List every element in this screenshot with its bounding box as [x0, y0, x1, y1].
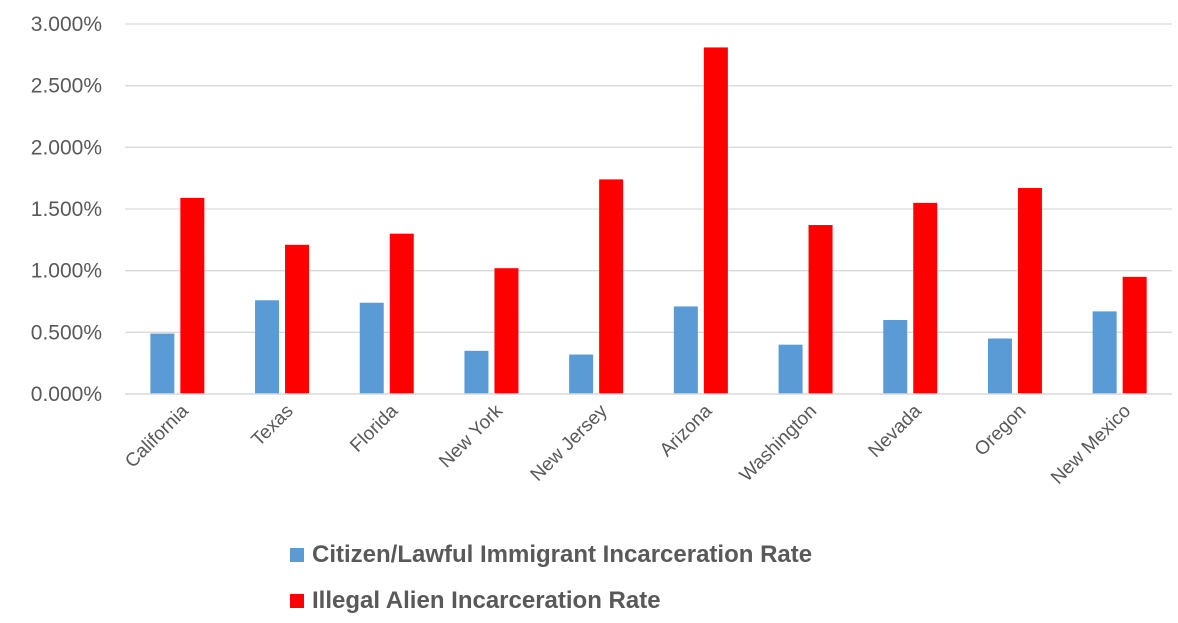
y-tick-label: 2.500%: [31, 75, 102, 98]
x-axis-category-labels: California Texas Florida New York New Jersey…: [121, 400, 1135, 488]
bar-citizen-arizona: [673, 306, 698, 394]
y-tick-label: 1.000%: [31, 260, 102, 283]
bar-illegal-new-mexico: [1122, 276, 1147, 394]
y-tick-label: 0.000%: [31, 383, 102, 406]
category-label: Florida: [346, 400, 402, 456]
y-tick-label: 3.000%: [31, 13, 102, 36]
bar-illegal-washington: [808, 225, 833, 394]
bar-illegal-nevada: [913, 202, 938, 394]
bar-citizen-new-jersey: [569, 354, 594, 394]
category-label: Texas: [248, 401, 298, 451]
y-tick-label: 2.000%: [31, 136, 102, 159]
category-label: Arizona: [656, 400, 717, 461]
bar-illegal-florida: [389, 233, 414, 394]
bar-citizen-washington: [778, 344, 803, 394]
category-label: New York: [435, 400, 507, 472]
category-label: Oregon: [971, 401, 1031, 461]
legend: Citizen/Lawful Immigrant Incarceration R…: [290, 541, 812, 614]
bar-illegal-arizona: [703, 47, 728, 394]
legend-label: Citizen/Lawful Immigrant Incarceration R…: [312, 541, 812, 568]
legend-swatch: [290, 548, 304, 562]
legend-label: Illegal Alien Incarceration Rate: [312, 587, 661, 614]
bar-citizen-california: [150, 333, 175, 394]
legend-swatch: [290, 594, 304, 608]
bar-citizen-oregon: [987, 338, 1012, 394]
bar-citizen-new-york: [464, 350, 489, 394]
category-label: New Jersey: [527, 400, 612, 485]
bar-citizen-texas: [255, 300, 280, 394]
bar-illegal-texas: [285, 244, 310, 394]
bar-citizen-florida: [359, 302, 384, 394]
y-tick-label: 0.500%: [31, 321, 102, 344]
legend-item: Illegal Alien Incarceration Rate: [290, 587, 661, 614]
bar-illegal-new-jersey: [599, 179, 624, 394]
y-tick-label: 1.500%: [31, 198, 102, 221]
bar-illegal-oregon: [1017, 188, 1042, 394]
gridlines: [125, 23, 1172, 333]
y-axis-tick-labels: 0.000% 0.500% 1.000% 1.500% 2.000% 2.500% 3.00…: [31, 13, 102, 406]
bar-citizen-nevada: [883, 320, 908, 394]
category-label: California: [121, 400, 193, 472]
bar-illegal-california: [180, 197, 205, 394]
category-label: New Mexico: [1047, 401, 1135, 489]
category-label: Nevada: [865, 400, 926, 461]
bar-citizen-new-mexico: [1092, 311, 1117, 394]
category-label: Washington: [736, 401, 821, 486]
bar-illegal-new-york: [494, 268, 519, 394]
legend-item: Citizen/Lawful Immigrant Incarceration R…: [290, 541, 812, 568]
bars: [150, 47, 1147, 394]
